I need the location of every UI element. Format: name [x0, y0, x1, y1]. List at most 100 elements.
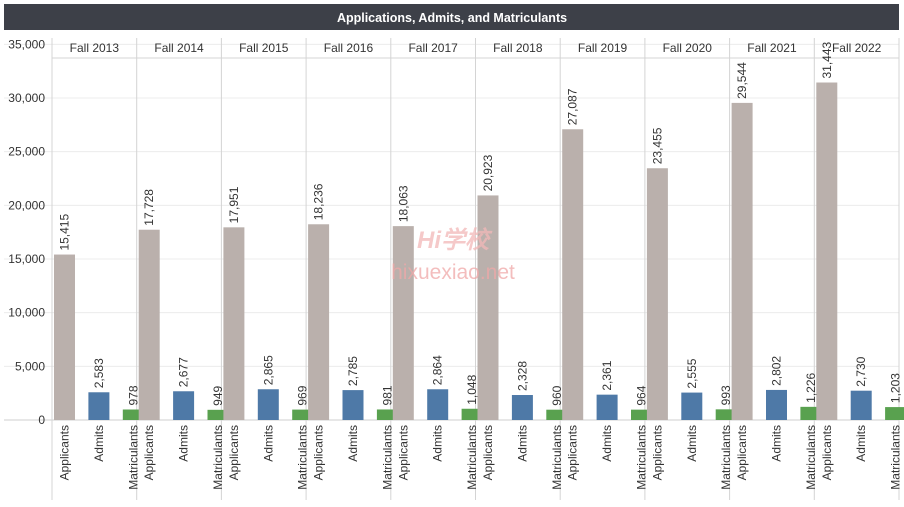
- watermark: Hi学校 hixuexiao.net: [391, 227, 515, 284]
- bar-value-label: 15,415: [58, 214, 72, 251]
- x-category-label: Matriculants: [211, 425, 225, 490]
- group-header-label: Fall 2017: [408, 41, 458, 55]
- bar-admits: [850, 390, 872, 420]
- bar-applicants: [816, 82, 838, 420]
- x-category-label: Admits: [346, 425, 360, 462]
- bar-applicants: [731, 102, 753, 420]
- x-category-label: Admits: [431, 425, 445, 462]
- bar-matriculants: [207, 409, 229, 420]
- bar-value-label: 981: [380, 385, 394, 405]
- x-category-label: Applicants: [820, 425, 834, 480]
- y-tick-label: 5,000: [15, 359, 45, 373]
- bar-admits: [342, 390, 364, 420]
- x-category-label: Matriculants: [719, 425, 733, 490]
- bar-applicants: [54, 254, 75, 420]
- x-category-label: Admits: [92, 425, 106, 462]
- y-tick-label: 35,000: [8, 37, 45, 51]
- bar-value-label: 993: [719, 385, 733, 405]
- y-tick-label: 20,000: [8, 198, 45, 212]
- x-category-label: Applicants: [227, 425, 241, 480]
- bar-value-label: 2,328: [515, 361, 529, 391]
- bar-value-label: 23,455: [650, 127, 664, 164]
- bar-matriculants: [461, 408, 483, 420]
- group-header-label: Fall 2022: [832, 41, 882, 55]
- bar-applicants: [392, 226, 414, 420]
- x-category-label: Matriculants: [465, 425, 479, 490]
- x-category-label: Applicants: [735, 425, 749, 480]
- bar-value-label: 27,087: [566, 88, 580, 125]
- bar-value-label: 949: [211, 385, 225, 405]
- x-category-label: Admits: [685, 425, 699, 462]
- bar-matriculants: [546, 409, 568, 420]
- bar-applicants: [477, 195, 499, 420]
- bar-applicants: [308, 224, 330, 420]
- bar-admits: [427, 389, 449, 420]
- group-header-label: Fall 2013: [70, 41, 120, 55]
- bar-value-label: 18,063: [396, 185, 410, 222]
- group-header-label: Fall 2014: [154, 41, 204, 55]
- x-category-label: Admits: [770, 425, 784, 462]
- bar-admits: [173, 391, 195, 420]
- bar-matriculants: [800, 406, 822, 420]
- x-category-label: Applicants: [58, 425, 72, 480]
- x-category-label: Admits: [515, 425, 529, 462]
- bar-matriculants: [376, 409, 398, 420]
- x-category-label: Matriculants: [126, 425, 140, 490]
- y-tick-label: 30,000: [8, 91, 45, 105]
- bar-value-label: 964: [635, 385, 649, 405]
- x-category-label: Applicants: [566, 425, 580, 480]
- bar-matriculants: [715, 409, 737, 420]
- bar-matriculants: [631, 409, 652, 420]
- bar-admits: [681, 392, 703, 420]
- bar-value-label: 2,865: [261, 355, 275, 385]
- bar-admits: [596, 394, 618, 420]
- bar-value-label: 969: [296, 385, 310, 405]
- bar-value-label: 978: [126, 385, 140, 405]
- y-tick-label: 25,000: [8, 145, 45, 159]
- title-bar: [4, 4, 899, 30]
- x-category-label: Admits: [177, 425, 191, 462]
- bar-value-label: 2,730: [854, 356, 868, 386]
- bar-value-label: 2,802: [770, 356, 784, 386]
- x-category-label: Applicants: [142, 425, 156, 480]
- group-header-label: Fall 2021: [747, 41, 797, 55]
- bar-value-label: 2,785: [346, 356, 360, 386]
- bar-value-label: 1,226: [804, 372, 818, 402]
- bar-applicants: [138, 229, 160, 420]
- x-category-label: Applicants: [312, 425, 326, 480]
- group-header-label: Fall 2015: [239, 41, 289, 55]
- x-category-label: Applicants: [396, 425, 410, 480]
- x-category-label: Matriculants: [380, 425, 394, 490]
- x-category-label: Matriculants: [635, 425, 649, 490]
- x-category-label: Applicants: [650, 425, 664, 480]
- bar-value-label: 31,443: [820, 41, 834, 78]
- bar-value-label: 960: [550, 385, 564, 405]
- y-tick-label: 0: [38, 413, 45, 427]
- x-category-label: Applicants: [481, 425, 495, 480]
- bar-value-label: 17,951: [227, 186, 241, 223]
- bar-value-label: 29,544: [735, 62, 749, 99]
- bar-applicants: [646, 168, 668, 420]
- bar-matriculants: [122, 409, 144, 420]
- bar-value-label: 17,728: [142, 189, 156, 226]
- bar-applicants: [223, 227, 245, 420]
- x-category-label: Admits: [261, 425, 275, 462]
- group-header-label: Fall 2018: [493, 41, 543, 55]
- chart-title: Applications, Admits, and Matriculants: [337, 11, 567, 25]
- x-category-label: Admits: [600, 425, 614, 462]
- bar-admits: [511, 395, 533, 420]
- bar-value-label: 2,555: [685, 358, 699, 388]
- y-tick-label: 10,000: [8, 306, 45, 320]
- bar-matriculants: [292, 409, 314, 420]
- bar-value-label: 2,677: [177, 357, 191, 387]
- group-header-label: Fall 2019: [578, 41, 628, 55]
- group-header-label: Fall 2020: [663, 41, 713, 55]
- bar-matriculants: [885, 407, 904, 420]
- x-category-label: Admits: [854, 425, 868, 462]
- bar-admits: [766, 389, 787, 420]
- bar-value-label: 1,048: [465, 374, 479, 404]
- bar-value-label: 2,864: [431, 355, 445, 385]
- bar-value-label: 20,923: [481, 154, 495, 191]
- group-header-label: Fall 2016: [324, 41, 374, 55]
